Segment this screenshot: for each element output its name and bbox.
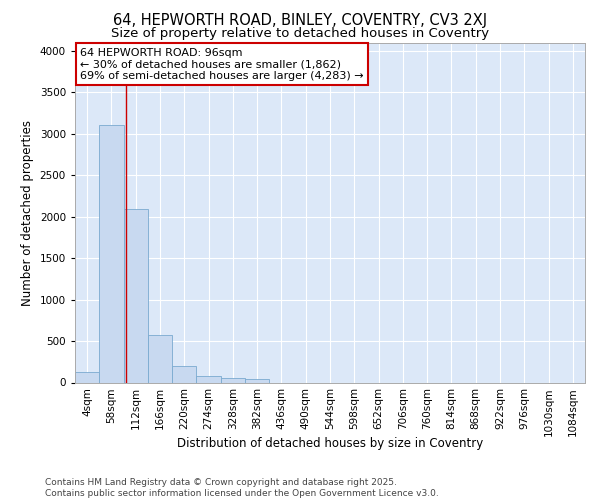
Bar xyxy=(196,376,221,382)
Bar xyxy=(99,126,124,382)
Text: Size of property relative to detached houses in Coventry: Size of property relative to detached ho… xyxy=(111,28,489,40)
Bar xyxy=(75,372,99,382)
Text: 64 HEPWORTH ROAD: 96sqm
← 30% of detached houses are smaller (1,862)
69% of semi: 64 HEPWORTH ROAD: 96sqm ← 30% of detache… xyxy=(80,48,364,81)
Bar xyxy=(148,335,172,382)
Bar xyxy=(245,379,269,382)
Y-axis label: Number of detached properties: Number of detached properties xyxy=(21,120,34,306)
Text: 64, HEPWORTH ROAD, BINLEY, COVENTRY, CV3 2XJ: 64, HEPWORTH ROAD, BINLEY, COVENTRY, CV3… xyxy=(113,12,487,28)
Bar xyxy=(172,366,196,382)
Text: Contains HM Land Registry data © Crown copyright and database right 2025.
Contai: Contains HM Land Registry data © Crown c… xyxy=(45,478,439,498)
Bar xyxy=(221,378,245,382)
X-axis label: Distribution of detached houses by size in Coventry: Distribution of detached houses by size … xyxy=(177,438,483,450)
Bar xyxy=(124,209,148,382)
